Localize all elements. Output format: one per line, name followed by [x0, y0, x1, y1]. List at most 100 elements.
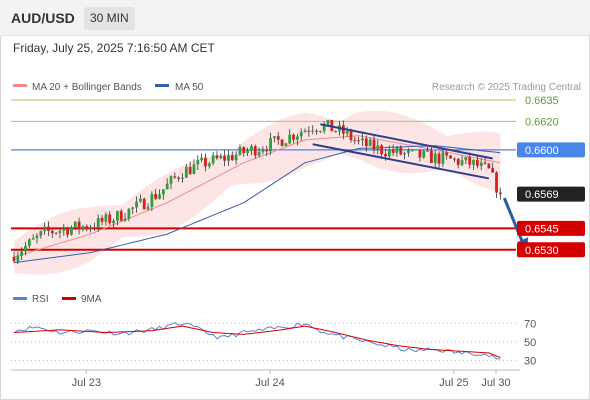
- candle-body: [219, 155, 223, 159]
- candle-body: [207, 163, 211, 167]
- level-tag-0.6530: [517, 242, 585, 258]
- candle-body: [418, 149, 422, 158]
- candle-body: [119, 211, 123, 221]
- candle-body: [376, 145, 380, 150]
- candle-body: [414, 149, 418, 151]
- candle-body: [85, 226, 89, 230]
- candle-body: [250, 146, 253, 151]
- ma20-line: [13, 135, 501, 258]
- candle-body: [318, 131, 322, 133]
- candle-body: [81, 226, 85, 230]
- candle-body: [407, 150, 410, 153]
- projection-arrow-shaft: [502, 197, 525, 245]
- candle-body: [410, 149, 414, 151]
- candle-body: [295, 136, 299, 140]
- candle-body: [173, 176, 177, 178]
- level-labels: 0.6635 0.6620 0.6600 0.6545 0.6530 0.6569: [517, 95, 585, 258]
- channel-upper-line: [320, 123, 493, 160]
- candle-body: [27, 239, 31, 246]
- candle-body: [54, 232, 58, 234]
- candle-body: [227, 155, 230, 161]
- candle-body: [460, 160, 464, 165]
- candle-body: [158, 194, 161, 199]
- candle-body: [253, 146, 257, 156]
- rsi-line: [13, 322, 501, 360]
- candle-body: [242, 147, 246, 154]
- candle-body: [445, 152, 449, 156]
- candle-body: [357, 140, 361, 142]
- candle-body: [192, 164, 196, 175]
- candle-body: [353, 139, 357, 141]
- candle-body: [307, 130, 311, 132]
- candle-body: [487, 163, 491, 169]
- candle-body: [380, 145, 384, 155]
- candle-body: [349, 130, 353, 140]
- candle-body: [181, 177, 184, 179]
- candle-body: [73, 221, 77, 228]
- candle-body: [368, 139, 372, 147]
- level-tag-0.6545: [517, 220, 585, 236]
- candle-body: [24, 245, 27, 252]
- candle-body: [422, 150, 426, 158]
- candle-body: [276, 136, 280, 140]
- candle-body: [292, 134, 295, 140]
- bollinger-bands: [14, 110, 501, 275]
- price-channel: [312, 123, 529, 250]
- candle-body: [150, 194, 154, 207]
- candle-body: [50, 230, 54, 234]
- level-label-0.6635: 0.6635: [525, 95, 559, 107]
- candle-body: [161, 189, 165, 195]
- level-tag-0.6600: [517, 142, 585, 158]
- candle-body: [265, 150, 269, 152]
- ma50-line: [13, 145, 501, 264]
- candle-body: [127, 208, 131, 219]
- candle-body: [58, 230, 62, 233]
- candle-body: [211, 155, 215, 164]
- rsi-tick-70: 70: [524, 318, 536, 330]
- rsi-ma-legend-label: 9MA: [81, 294, 102, 305]
- candle-body: [299, 132, 303, 137]
- candle-body: [169, 176, 173, 184]
- candle-body: [70, 227, 73, 235]
- candle-body: [31, 238, 35, 240]
- candle-body: [430, 150, 433, 163]
- candle-body: [234, 154, 238, 161]
- level-label-0.6545: 0.6545: [525, 223, 559, 235]
- candle-body: [96, 217, 100, 229]
- candle-body: [269, 138, 272, 152]
- candle-body: [403, 152, 407, 155]
- candle-body: [135, 201, 138, 208]
- symbol-label: AUD/USD: [11, 10, 75, 26]
- candle-body: [426, 150, 429, 152]
- ma50-legend-label: MA 50: [175, 82, 204, 93]
- candle-body: [89, 227, 92, 230]
- candle-body: [468, 156, 472, 165]
- candle-body: [142, 198, 146, 210]
- candle-body: [384, 154, 387, 157]
- timeframe-button[interactable]: 30 MIN: [84, 7, 135, 30]
- last-price-label: 0.6569: [525, 189, 559, 201]
- x-tick-label: Jul 24: [255, 377, 284, 389]
- candle-body: [395, 147, 399, 153]
- candle-body: [479, 162, 483, 166]
- candle-body: [39, 231, 43, 236]
- candle-body: [364, 138, 368, 147]
- candle-body: [483, 162, 487, 164]
- candle-body: [12, 256, 16, 262]
- candle-body: [334, 131, 338, 133]
- candle-body: [188, 166, 192, 175]
- candle-body: [204, 157, 207, 167]
- candle-body: [437, 153, 441, 164]
- ma50-legend-swatch: [155, 84, 169, 87]
- x-tick-label: Jul 30: [481, 377, 510, 389]
- candle-body: [184, 166, 188, 178]
- candle-body: [433, 153, 437, 163]
- ma20-legend-label: MA 20 + Bollinger Bands: [32, 82, 142, 93]
- key-levels: [11, 99, 516, 251]
- candle-body: [498, 192, 502, 195]
- candle-body: [66, 228, 70, 235]
- candle-body: [372, 139, 376, 150]
- candle-body: [230, 155, 234, 161]
- level-label-0.6620: 0.6620: [525, 116, 559, 128]
